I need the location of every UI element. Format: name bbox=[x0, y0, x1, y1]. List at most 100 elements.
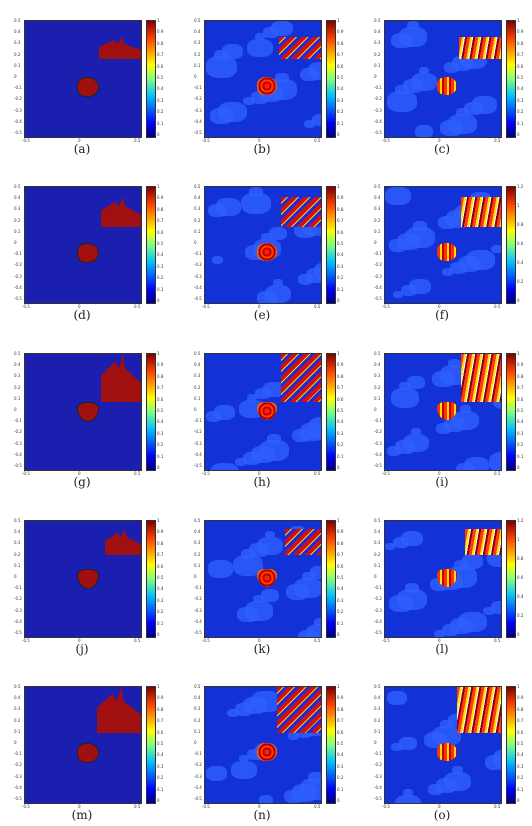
noise-patch bbox=[284, 790, 303, 803]
upper-scatterer bbox=[465, 529, 501, 555]
y-tick-label: 0.1 bbox=[14, 562, 21, 568]
y-tick-label: 0.3 bbox=[14, 540, 21, 546]
noise-patch bbox=[304, 120, 315, 128]
panel-caption: (a) bbox=[73, 142, 91, 156]
y-tick-label: 0.1 bbox=[374, 728, 381, 734]
colorbar-tick-label: 0 bbox=[517, 465, 520, 470]
colorbar-tick-label: 0 bbox=[157, 298, 160, 303]
noise-patch bbox=[214, 50, 229, 61]
figure-panel: 0.5 0.4 0.3 0.2 0.1 0 -0.1 -0.2 -0.3 -0.4 -0.5 -0.5… bbox=[12, 510, 180, 660]
x-tick-label: 0.5 bbox=[314, 138, 321, 143]
main-scatterer bbox=[77, 77, 99, 97]
colorbar-tick-label: 0.5 bbox=[337, 575, 344, 580]
y-tick-label: -0.3 bbox=[374, 273, 382, 279]
y-tick-label: -0.1 bbox=[14, 85, 22, 91]
upper-scatterer bbox=[105, 529, 141, 555]
colorbar-tick-label: 0.3 bbox=[157, 763, 164, 769]
colorbar-tick-label: 1 bbox=[157, 18, 160, 23]
panel-caption: (g) bbox=[73, 475, 91, 489]
colorbar-tick-label: 0.2 bbox=[517, 109, 524, 115]
figure-panel: 0.5 0.4 0.3 0.2 0.1 0 -0.1 -0.2 -0.3 -0.4 -0.5 -0.5… bbox=[372, 510, 532, 660]
noise-patch bbox=[247, 39, 273, 58]
figure-panel: 0.5 0.4 0.3 0.2 0.1 0 -0.1 -0.2 -0.3 -0.4 -0.5 -0.5… bbox=[12, 10, 180, 160]
colorbar-tick-label: 0.6 bbox=[337, 729, 344, 735]
reconstruction-plot bbox=[204, 186, 322, 304]
x-tick-label: -0.5 bbox=[202, 138, 210, 143]
y-tick-label: -0.3 bbox=[374, 773, 382, 779]
noise-patch bbox=[239, 755, 249, 762]
colorbar-tick-label: 0.4 bbox=[337, 586, 344, 592]
noise-patch bbox=[491, 245, 501, 254]
main-scatterer bbox=[77, 569, 99, 589]
noise-patch bbox=[415, 125, 433, 137]
y-tick-label: -0.5 bbox=[374, 296, 382, 301]
y-tick-label: 0 bbox=[374, 740, 377, 745]
y-tick-label: 0.3 bbox=[374, 206, 381, 212]
y-tick-label: 0 bbox=[14, 740, 17, 745]
colorbar-tick-label: 0.7 bbox=[157, 552, 164, 558]
y-tick-label: -0.5 bbox=[14, 130, 22, 135]
noise-patch bbox=[243, 452, 261, 465]
colorbar-tick-label: 0.8 bbox=[517, 222, 524, 227]
colorbar-tick-label: 0.5 bbox=[157, 741, 164, 746]
colorbar-tick-label: 0.6 bbox=[517, 396, 524, 402]
colorbar-tick-label: 0.8 bbox=[337, 40, 344, 46]
colorbar-tick-label: 0.7 bbox=[157, 52, 164, 58]
panel-caption: (h) bbox=[253, 475, 271, 489]
main-scatterer bbox=[257, 569, 277, 587]
y-tick-label: 0.2 bbox=[194, 551, 201, 557]
colorbar-tick-label: 0 bbox=[517, 132, 520, 137]
figure-panel: 0.5 0.4 0.3 0.2 0.1 0 -0.1 -0.2 -0.3 -0.4 -0.5 -0.5… bbox=[192, 676, 360, 826]
y-tick-label: -0.5 bbox=[194, 296, 202, 301]
y-tick-label: -0.4 bbox=[194, 451, 202, 457]
y-tick-label: 0.5 bbox=[194, 518, 201, 523]
colorbar-tick-label: 0.6 bbox=[337, 396, 344, 402]
x-tick-label: 0.5 bbox=[314, 304, 321, 309]
noise-patch bbox=[237, 607, 259, 623]
colorbar-tick-label: 0.3 bbox=[337, 763, 344, 769]
y-tick-label: -0.5 bbox=[14, 796, 22, 801]
y-tick-label: 0.2 bbox=[374, 717, 381, 723]
panel-caption: (b) bbox=[253, 142, 271, 156]
colorbar-tick-label: 0.1 bbox=[517, 120, 524, 126]
x-tick-label: 0 bbox=[438, 138, 441, 143]
y-tick-label: 0.4 bbox=[194, 362, 201, 368]
colorbar-tick-label: 0.2 bbox=[337, 609, 344, 615]
main-scatterer bbox=[437, 243, 457, 261]
colorbar-tick-label: 0.6 bbox=[517, 575, 524, 580]
noise-patch bbox=[308, 772, 321, 783]
colorbar-tick-label: 0.1 bbox=[517, 453, 524, 459]
noise-patch bbox=[243, 97, 255, 106]
noise-patch bbox=[257, 291, 277, 303]
y-tick-label: 0.5 bbox=[374, 684, 381, 689]
y-tick-label: 0.4 bbox=[194, 29, 201, 35]
y-tick-label: 0.5 bbox=[374, 18, 381, 23]
colorbar-tick-label: 0.3 bbox=[337, 97, 344, 103]
y-tick-label: 0.2 bbox=[374, 51, 381, 57]
colorbar-tick-label: 0.4 bbox=[517, 419, 524, 425]
colorbar-tick-label: 0 bbox=[157, 465, 160, 470]
main-scatterer bbox=[257, 402, 277, 420]
y-tick-label: 0.1 bbox=[194, 228, 201, 234]
y-tick-label: 0.2 bbox=[374, 551, 381, 557]
colorbar-tick-label: 0.4 bbox=[337, 86, 344, 92]
colorbar-tick-label: 0.3 bbox=[517, 430, 524, 436]
x-tick-label: 0.5 bbox=[494, 304, 501, 309]
x-tick-label: -0.5 bbox=[202, 804, 210, 809]
y-tick-label: -0.3 bbox=[374, 440, 382, 446]
noise-patch bbox=[210, 108, 233, 125]
colorbar-tick-label: 0 bbox=[517, 298, 520, 303]
colorbar-tick-label: 1 bbox=[337, 184, 340, 189]
colorbar-tick-label: 0.8 bbox=[517, 373, 524, 379]
colorbar-tick-label: 1 bbox=[337, 18, 340, 23]
y-tick-label: 0.4 bbox=[194, 195, 201, 201]
reconstruction-plot bbox=[384, 686, 502, 804]
y-tick-label: 0.2 bbox=[14, 384, 21, 390]
noise-patch bbox=[208, 204, 227, 218]
noise-patch bbox=[491, 601, 501, 614]
colorbar-tick-label: 0 bbox=[337, 632, 340, 637]
colorbar-tick-label: 0.2 bbox=[157, 442, 164, 448]
x-tick-label: 0.5 bbox=[494, 638, 501, 643]
x-tick-label: -0.5 bbox=[202, 638, 210, 643]
y-tick-label: -0.1 bbox=[194, 251, 202, 257]
